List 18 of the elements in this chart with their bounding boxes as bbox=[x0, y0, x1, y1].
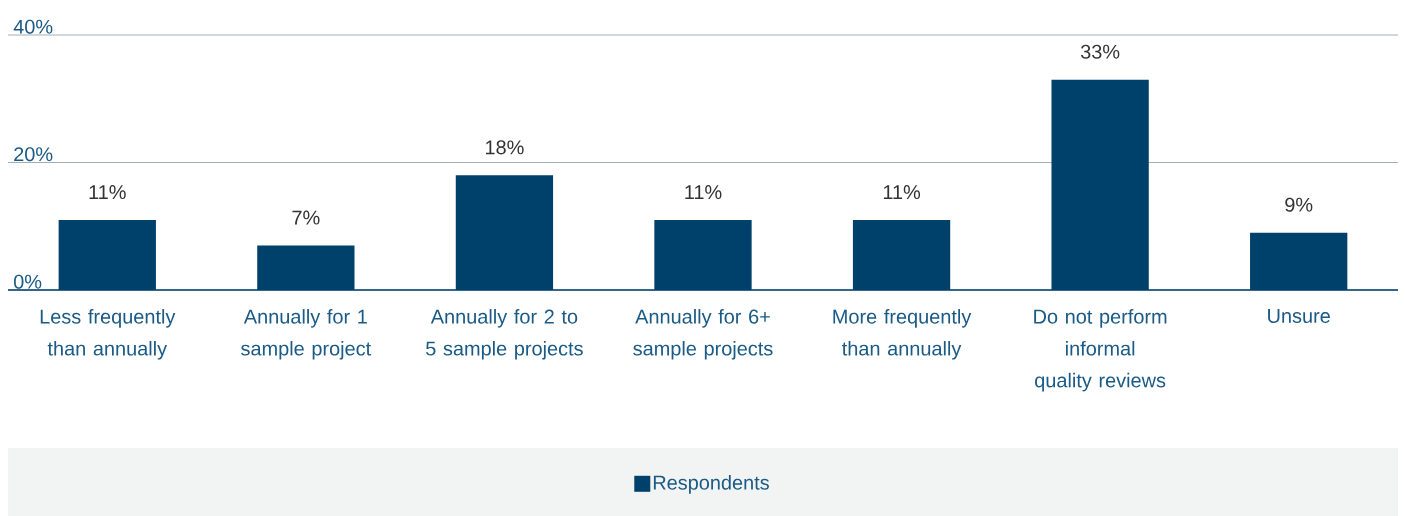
x-tick-label: Less frequently than annually bbox=[40, 309, 176, 360]
text: 33% bbox=[1080, 44, 1120, 59]
text: 11% bbox=[883, 185, 921, 200]
y-tick-label: 0% bbox=[13, 274, 42, 289]
x-tick-label: Do not perform informal quality reviews bbox=[1034, 309, 1167, 392]
y-tick-label: 40% bbox=[13, 19, 53, 34]
x-tick-label: More frequently than annually bbox=[833, 309, 972, 360]
text: 11% bbox=[685, 185, 722, 200]
x-tick-label: Unsure bbox=[1268, 309, 1330, 323]
x-tick-label: Annually for 1 sample project bbox=[241, 309, 372, 360]
text: 7% bbox=[292, 210, 320, 225]
text: 18% bbox=[486, 140, 524, 155]
x-tick-label: Annually for 6+ sample projects bbox=[633, 309, 773, 360]
text: 11% bbox=[89, 185, 126, 200]
legend-label: Respondents bbox=[653, 475, 769, 494]
text: 9% bbox=[1285, 197, 1313, 212]
x-tick-label: Annually for 2 to 5 sample projects bbox=[426, 309, 583, 360]
y-tick-label: 20% bbox=[14, 147, 53, 162]
